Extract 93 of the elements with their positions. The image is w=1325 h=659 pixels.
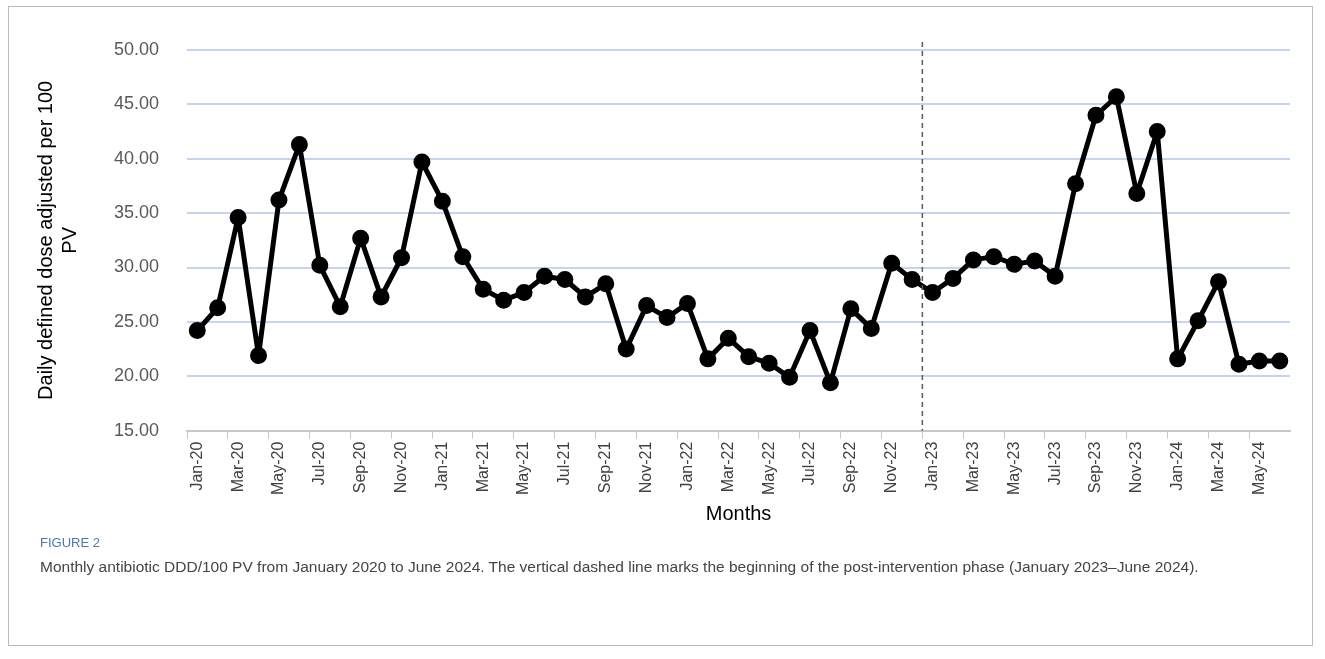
point — [495, 291, 513, 309]
point — [781, 368, 799, 386]
point — [617, 340, 635, 358]
x-tick-label: Jan-21 — [432, 441, 450, 491]
point — [352, 229, 370, 247]
x-tick-label: May-22 — [759, 441, 777, 496]
x-tick-label: Mar-21 — [473, 441, 491, 493]
text: Monthly antibiotic DDD/100 PV from January 2020 to June 2024. The vertical dashed line marks the beginning of the post-intervention phase (January 2023–June 2024). — [40, 557, 1200, 577]
point — [1148, 123, 1166, 141]
x-tick-label: Mar-20 — [228, 441, 246, 493]
x-tick-label: Jan-23 — [922, 441, 940, 491]
y-tick-label: 40.00 — [114, 147, 160, 168]
point — [1189, 312, 1207, 330]
point — [515, 284, 533, 302]
point — [1046, 267, 1064, 285]
x-tick-label: Sep-23 — [1086, 441, 1104, 494]
point — [413, 153, 431, 171]
x-tick-label: May-24 — [1249, 441, 1267, 496]
point — [1087, 106, 1105, 124]
point — [250, 347, 268, 365]
x-tick-label: Nov-23 — [1127, 441, 1145, 494]
caption: FIGURE 2 — [40, 535, 100, 550]
y-tick-label: 45.00 — [114, 93, 160, 114]
x-tick-label: Jan-20 — [187, 441, 205, 491]
point — [290, 136, 308, 154]
point — [821, 374, 839, 392]
point — [1169, 350, 1187, 368]
point — [658, 309, 676, 327]
point — [433, 192, 451, 210]
point — [1128, 185, 1146, 203]
x-tick-label: Jul-20 — [310, 441, 328, 486]
point — [597, 275, 615, 293]
x-tick-label: Mar-23 — [963, 441, 981, 493]
point — [311, 256, 329, 274]
point — [862, 319, 880, 337]
point — [678, 294, 696, 312]
point — [474, 280, 492, 298]
point — [209, 299, 227, 317]
point — [760, 354, 778, 372]
point — [1067, 175, 1085, 193]
x-tick-label: Nov-22 — [882, 441, 900, 494]
point — [535, 267, 553, 285]
point — [1230, 355, 1248, 373]
x-tick-label: Mar-24 — [1208, 441, 1226, 493]
y-tick-label: 35.00 — [114, 202, 160, 223]
point — [985, 248, 1003, 266]
point — [556, 270, 574, 288]
point — [188, 322, 206, 340]
x-tick-label: Jan-22 — [677, 441, 695, 491]
point — [576, 288, 594, 306]
point — [1210, 273, 1228, 291]
point — [801, 322, 819, 340]
point — [393, 249, 411, 267]
point — [1271, 352, 1289, 370]
point — [903, 270, 921, 288]
x-tick-label: Jul-21 — [555, 441, 573, 486]
x-tick-label: May-21 — [514, 441, 532, 496]
point — [229, 208, 247, 226]
point — [924, 284, 942, 302]
x-tick-label: Sep-20 — [351, 441, 369, 494]
point — [331, 298, 349, 316]
y-tick-label: 15.00 — [114, 419, 160, 440]
point — [740, 348, 758, 366]
x-tick-label: Sep-22 — [841, 441, 859, 494]
point — [944, 269, 962, 287]
point — [883, 254, 901, 272]
point — [699, 350, 717, 368]
y-tick-label: 50.00 — [114, 38, 160, 59]
x-tick-label: Jan-24 — [1168, 441, 1186, 491]
point — [1005, 255, 1023, 273]
point — [454, 248, 472, 266]
x-tick-label: Nov-20 — [391, 441, 409, 494]
x-tick-label: Jul-23 — [1045, 441, 1063, 486]
x-tick-label: Jul-22 — [800, 441, 818, 486]
y-axis-title: Daily defined dose adjusted per 100 PV — [33, 80, 80, 400]
x-tick-label: Sep-21 — [596, 441, 614, 494]
y-tick-label: 25.00 — [114, 310, 160, 331]
point — [964, 251, 982, 269]
point — [270, 191, 288, 209]
point — [842, 300, 860, 318]
point — [638, 297, 656, 315]
y-tick-label: 20.00 — [114, 365, 160, 386]
point — [1250, 352, 1268, 370]
x-tick-label: May-20 — [269, 441, 287, 496]
x-tick-label: Mar-22 — [718, 441, 736, 493]
x-axis-title: Months — [705, 501, 772, 524]
x-tick-label: Nov-21 — [637, 441, 655, 494]
point — [1107, 88, 1125, 106]
point — [719, 329, 737, 347]
y-tick-label: 30.00 — [114, 256, 160, 277]
x-tick-label: May-23 — [1004, 441, 1022, 496]
point — [372, 288, 390, 306]
point — [1026, 252, 1044, 270]
